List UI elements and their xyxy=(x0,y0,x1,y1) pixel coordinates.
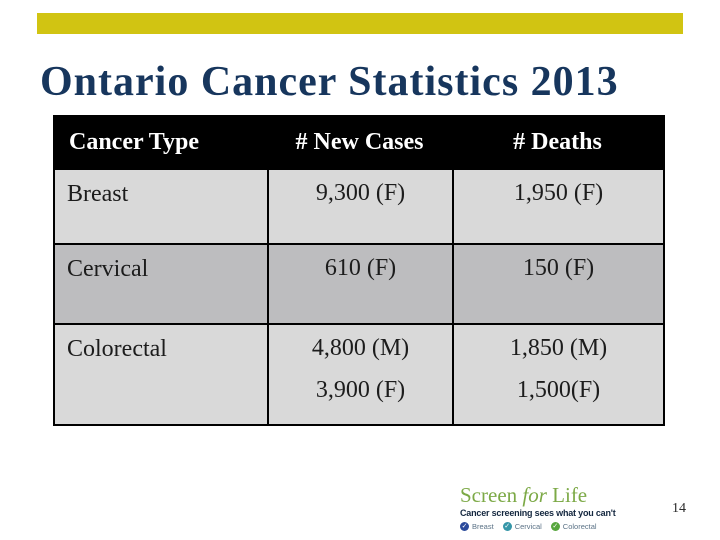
cell-deaths: 150 (F) xyxy=(452,245,663,323)
logo-badges-row: ✓ Breast ✓ Cervical ✓ Colorectal xyxy=(460,522,610,531)
checkmark-icon: ✓ xyxy=(550,522,560,531)
cell-cancer-type: Cervical xyxy=(67,256,149,282)
value-line: 1,850 (M) xyxy=(509,335,608,361)
cell-deaths: 1,850 (M) 1,500(F) xyxy=(452,325,663,424)
cell-new-cases: 4,800 (M) 3,900 (F) xyxy=(267,325,452,424)
badge-label: Cervical xyxy=(514,522,542,531)
cell-new-cases: 610 (F) xyxy=(267,245,452,323)
cancer-statistics-table: Cancer Type # New Cases # Deaths Breast … xyxy=(53,115,665,426)
logo-brand-text: Screen for Life xyxy=(460,485,610,506)
table-row-colorectal: Colorectal 4,800 (M) 3,900 (F) 1,850 (M)… xyxy=(55,323,663,424)
table-row-breast: Breast 9,300 (F) 1,950 (F) xyxy=(55,168,663,243)
badge-label: Colorectal xyxy=(562,522,597,531)
page-title: Ontario Cancer Statistics 2013 xyxy=(40,59,619,105)
cell-cancer-type: Breast xyxy=(67,181,129,207)
badge-breast: ✓ Breast xyxy=(460,522,494,531)
value-line: 1,950 (F) xyxy=(513,180,604,206)
column-header-cancer-type: Cancer Type xyxy=(69,129,199,155)
column-header-new-cases: # New Cases xyxy=(295,129,424,155)
value-line: 4,800 (M) xyxy=(311,335,410,361)
badge-label: Breast xyxy=(472,522,494,531)
logo-tagline: Cancer screening sees what you can't xyxy=(460,508,616,518)
checkmark-icon: ✓ xyxy=(502,522,512,531)
value-line: 1,500(F) xyxy=(516,377,601,404)
cell-cancer-type: Colorectal xyxy=(67,336,167,362)
table-header-row: Cancer Type # New Cases # Deaths xyxy=(55,117,663,168)
logo-word-for: for xyxy=(522,483,547,507)
cell-deaths: 1,950 (F) xyxy=(452,170,663,243)
checkmark-icon: ✓ xyxy=(460,522,469,531)
accent-bar xyxy=(37,13,683,34)
screen-for-life-logo: Screen for Life Cancer screening sees wh… xyxy=(460,485,616,531)
value-line: 610 (F) xyxy=(324,255,397,281)
logo-word-screen: Screen xyxy=(460,483,518,507)
value-line: 150 (F) xyxy=(522,255,595,281)
table-row-cervical: Cervical 610 (F) 150 (F) xyxy=(55,243,663,323)
logo-word-life: Life xyxy=(552,483,588,507)
value-line: 3,900 (F) xyxy=(315,377,406,404)
column-header-deaths: # Deaths xyxy=(513,129,602,155)
value-line: 9,300 (F) xyxy=(315,180,406,206)
badge-colorectal: ✓ Colorectal xyxy=(550,522,597,531)
cell-new-cases: 9,300 (F) xyxy=(267,170,452,243)
page-number: 14 xyxy=(672,501,686,516)
badge-cervical: ✓ Cervical xyxy=(502,522,542,531)
